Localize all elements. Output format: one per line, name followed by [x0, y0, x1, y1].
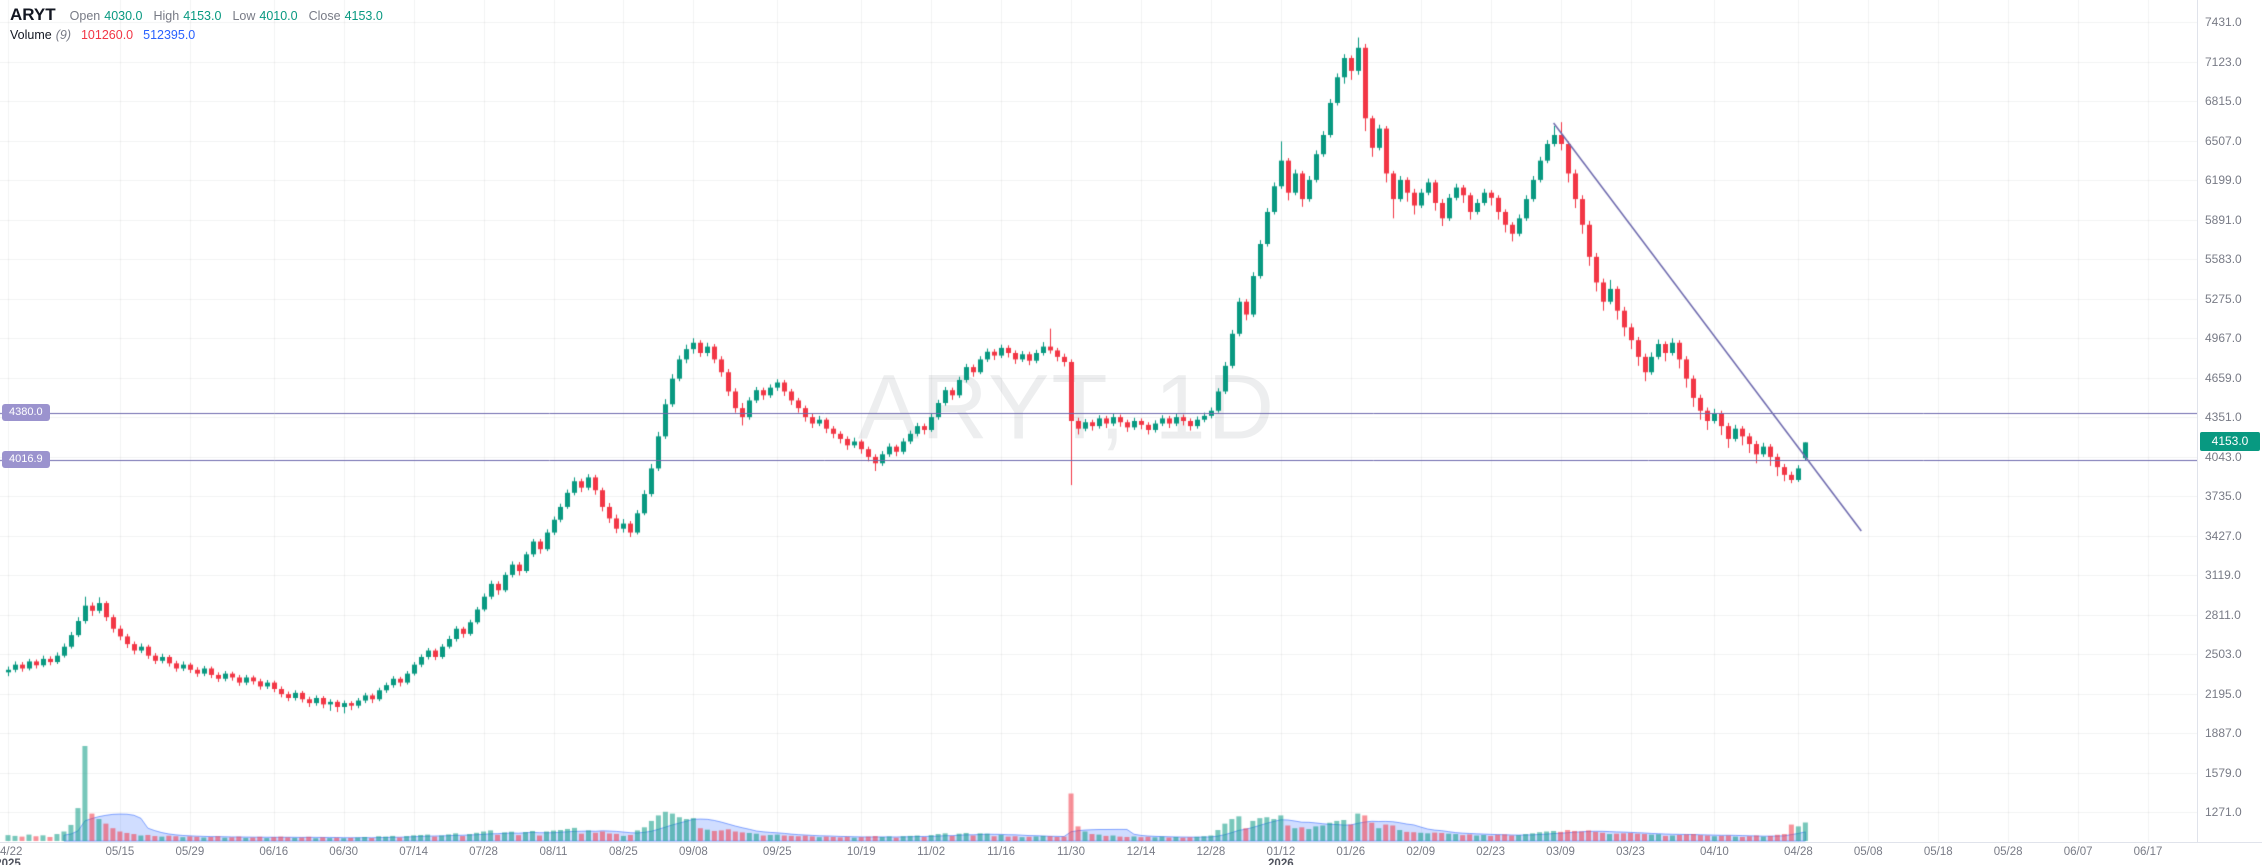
- price-tick-label: 2503.0: [2205, 647, 2242, 661]
- price-tick-label: 6507.0: [2205, 133, 2242, 148]
- open-label: Open: [69, 9, 101, 23]
- time-tick-label: 08/11: [539, 846, 568, 858]
- price-tick-label: 3427.0: [2205, 528, 2242, 543]
- time-tick-label: 06/17: [2133, 846, 2163, 858]
- time-tick-label: 02/09: [1406, 846, 1436, 858]
- price-axis[interactable]: 4153.0 7431.0 7123.0 6815.0 6507.0 6199.0 589…: [2197, 0, 2262, 843]
- drawing-price-label-0[interactable]: 4380.0: [2, 404, 50, 422]
- time-tick-label: 11/30: [1057, 846, 1085, 858]
- time-tick-label: 10/19: [846, 846, 876, 858]
- time-tick-label: 03/09: [1546, 846, 1575, 858]
- legend: ARYT Open 4030.0 High 4153.0 Low 4010.0 …: [10, 5, 394, 45]
- ohlc-row: ARYT Open 4030.0 High 4153.0 Low 4010.0 …: [10, 5, 394, 25]
- close-value: 4153.0: [344, 9, 383, 23]
- open-value: 4030.0: [104, 9, 143, 23]
- time-tick-label: 05/15: [105, 846, 135, 858]
- price-tick-label: 3119.0: [2205, 568, 2241, 582]
- low-value: 4010.0: [259, 9, 298, 23]
- volume-ma-value: 512395.0: [143, 28, 196, 42]
- time-tick-label: 05/28: [1993, 846, 2023, 858]
- price-tick-label: 1271.0: [2205, 805, 2242, 819]
- high-label: High: [153, 9, 180, 23]
- price-tick-label: 5583.0: [2205, 252, 2242, 266]
- candlestick-chart[interactable]: [0, 0, 2198, 843]
- close-label: Close: [308, 9, 341, 23]
- time-tick-label: 06/07: [2063, 846, 2093, 858]
- low-label: Low: [232, 9, 256, 23]
- time-tick-label: 01/26: [1336, 846, 1366, 858]
- price-tick-label: 5891.0: [2205, 212, 2242, 227]
- time-tick-label: 07/28: [469, 846, 498, 858]
- volume-value: 101260.0: [80, 28, 134, 42]
- price-tick-label: 2195.0: [2205, 686, 2242, 701]
- price-tick-label: 7123.0: [2205, 54, 2242, 69]
- time-tick-label: 04/222025: [0, 846, 23, 865]
- price-tick-label: 6815.0: [2205, 94, 2242, 108]
- price-tick-label: 5275.0: [2205, 291, 2242, 306]
- time-tick-label: 11/02: [917, 846, 946, 858]
- high-value: 4153.0: [183, 9, 222, 23]
- time-tick-label: 05/18: [1923, 846, 1953, 858]
- last-price-label: 4153.0: [2200, 432, 2260, 452]
- price-tick-label: 1887.0: [2205, 726, 2242, 740]
- time-tick-label: 04/28: [1783, 846, 1813, 858]
- volume-row: Volume (9) 101260.0 512395.0: [10, 28, 394, 42]
- price-tick-label: 4351.0: [2205, 410, 2242, 424]
- time-tick-label: 06/30: [329, 846, 359, 858]
- volume-param: (9): [55, 28, 71, 42]
- price-tick-label: 4043.0: [2205, 449, 2242, 464]
- time-tick-label: 05/29: [175, 846, 205, 858]
- volume-label: Volume: [10, 28, 52, 42]
- time-tick-label: 03/23: [1616, 846, 1645, 858]
- drawing-price-label-1[interactable]: 4016.9: [2, 450, 50, 468]
- price-tick-label: 1579.0: [2205, 765, 2242, 780]
- time-tick-label: 06/16: [259, 846, 289, 858]
- price-tick-label: 3735.0: [2205, 489, 2242, 503]
- time-tick-label: 08/25: [609, 846, 638, 858]
- price-tick-label: 4967.0: [2205, 331, 2242, 345]
- price-tick-label: 6199.0: [2205, 173, 2242, 187]
- time-tick-label: 12/28: [1196, 846, 1226, 858]
- symbol-name[interactable]: ARYT: [10, 5, 56, 24]
- price-tick-label: 4659.0: [2205, 370, 2242, 385]
- time-tick-label: 09/25: [762, 846, 792, 858]
- price-tick-label: 7431.0: [2205, 15, 2242, 29]
- time-tick-label: 02/23: [1476, 846, 1506, 858]
- time-tick-label: 07/14: [399, 846, 429, 858]
- time-tick-label: 12/14: [1126, 846, 1156, 858]
- time-axis[interactable]: 04/222025 05/15 05/29 06/16 06/30 07/14 07/28 0…: [0, 842, 2262, 865]
- time-tick-label: 04/10: [1700, 846, 1729, 858]
- price-tick-label: 2811.0: [2205, 607, 2241, 622]
- time-tick-label: 05/08: [1853, 846, 1883, 858]
- time-tick-label: 09/08: [678, 846, 708, 858]
- time-tick-label: 01/12 2026: [1266, 846, 1296, 865]
- time-tick-label: 11/16: [987, 846, 1016, 858]
